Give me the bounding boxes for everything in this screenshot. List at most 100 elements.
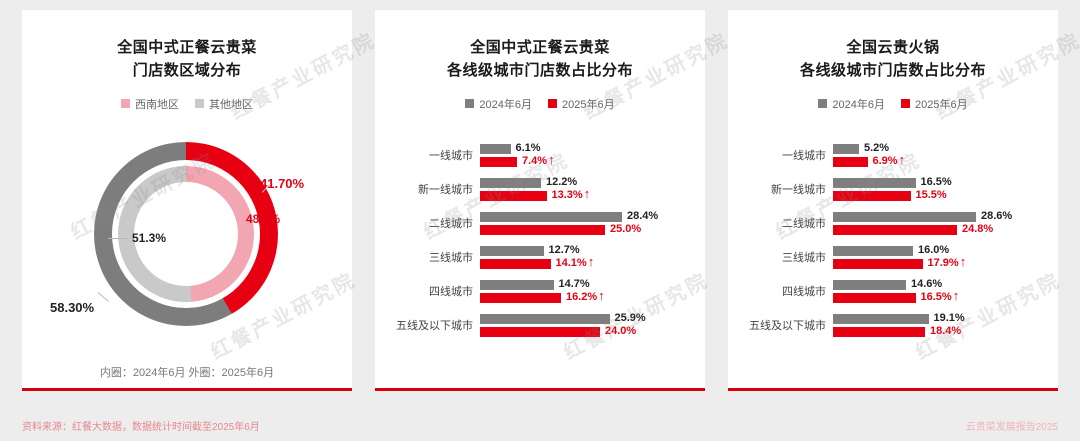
up-arrow-icon: ↑ bbox=[952, 288, 960, 303]
value-2024: 16.5% bbox=[920, 176, 952, 188]
label-outer-other: 58.30% bbox=[50, 299, 95, 315]
bar-2024-line: 16.5% bbox=[833, 176, 1044, 188]
bar-2025-line: 14.1% ↑ bbox=[480, 255, 691, 269]
bar-pair: 25.9% 24.0% bbox=[480, 312, 691, 337]
bar-2024-line: 12.2% bbox=[480, 176, 691, 188]
legend-label: 2024年6月 bbox=[832, 98, 885, 111]
legend-swatch bbox=[195, 99, 204, 108]
donut-hole bbox=[134, 181, 238, 286]
value-2024: 14.6% bbox=[911, 278, 943, 290]
bar-category-row: 三线城市 12.7% 14.1% ↑ bbox=[389, 244, 691, 269]
page-footer: 资料来源：红餐大数据，数据统计时间截至2025年6月 云贵菜发展报告2025 bbox=[22, 418, 1058, 433]
bar-category-row: 二线城市 28.4% 25.0% bbox=[389, 211, 691, 235]
value-2025: 16.5% bbox=[920, 291, 952, 303]
chart-panels: 全国中式正餐云贵菜 门店数区域分布 西南地区 其他地区 bbox=[22, 10, 1058, 391]
panel-title: 全国中式正餐云贵菜 门店数区域分布 bbox=[22, 36, 352, 83]
bar-2024-line: 16.0% bbox=[833, 244, 1044, 256]
category-label: 五线及以下城市 bbox=[749, 320, 826, 332]
bar-2025 bbox=[480, 156, 517, 167]
value-2025: 13.3% bbox=[551, 189, 583, 201]
bar-category-row: 四线城市 14.6% 16.5% ↑ bbox=[742, 278, 1044, 303]
bar-2024 bbox=[480, 279, 554, 290]
legend-swatch bbox=[818, 99, 828, 108]
bar-pair: 14.6% 16.5% ↑ bbox=[833, 278, 1044, 303]
legend-swatch bbox=[465, 99, 475, 108]
bar-2025 bbox=[833, 156, 868, 167]
bar-2025 bbox=[833, 258, 923, 269]
category-label: 新一线城市 bbox=[771, 184, 826, 196]
legend-label: 2024年6月 bbox=[479, 98, 532, 111]
bar-2025-line: 13.3% ↑ bbox=[480, 187, 691, 201]
value-2025: 24.0% bbox=[605, 325, 637, 337]
value-2024: 12.2% bbox=[546, 176, 578, 188]
panel-title-line2: 各线级城市门店数占比分布 bbox=[446, 62, 633, 80]
bar-2025-line: 24.8% bbox=[833, 223, 1044, 235]
panel-title-line1: 全国中式正餐云贵菜 bbox=[117, 39, 257, 56]
bar-pair: 5.2% 6.9% ↑ bbox=[833, 143, 1044, 167]
bar-2025 bbox=[480, 258, 551, 269]
source-note: 资料来源：红餐大数据，数据统计时间截至2025年6月 bbox=[22, 422, 260, 433]
panel-accent-rule bbox=[375, 388, 705, 391]
bar-category-row: 五线及以下城市 25.9% 24.0% bbox=[389, 312, 691, 337]
bar-2025-line: 25.0% bbox=[480, 224, 691, 235]
panel-title: 全国云贵火锅 各线级城市门店数占比分布 bbox=[728, 36, 1058, 83]
category-label: 一线城市 bbox=[782, 150, 826, 162]
panel-title-line1: 全国中式正餐云贵菜 bbox=[470, 39, 610, 56]
bar-category-row: 新一线城市 16.5% 15.5% bbox=[742, 176, 1044, 201]
bar-2025-line: 16.2% ↑ bbox=[480, 289, 691, 303]
legend-item-2025: 2025年6月 bbox=[548, 96, 615, 112]
legend-label: 其他地区 bbox=[209, 98, 253, 111]
up-arrow-icon: ↑ bbox=[959, 254, 967, 269]
category-label: 四线城市 bbox=[429, 286, 473, 298]
bar-2024 bbox=[480, 211, 622, 222]
bar-category-row: 新一线城市 12.2% 13.3% ↑ bbox=[389, 176, 691, 201]
bar-2024 bbox=[480, 177, 541, 188]
value-2025: 6.9% bbox=[872, 155, 898, 167]
category-label: 二线城市 bbox=[782, 218, 826, 230]
category-label: 二线城市 bbox=[429, 218, 473, 230]
bar-category-row: 五线及以下城市 19.1% 18.4% bbox=[742, 313, 1044, 337]
legend: 西南地区 其他地区 bbox=[22, 96, 352, 112]
bar-pair: 14.7% 16.2% ↑ bbox=[480, 279, 691, 303]
bar-2025-line: 17.9% ↑ bbox=[833, 255, 1044, 269]
value-2025: 7.4% bbox=[522, 155, 548, 167]
up-arrow-icon: ↑ bbox=[898, 152, 906, 167]
bar-2024 bbox=[833, 279, 906, 290]
value-2025: 14.1% bbox=[555, 257, 587, 269]
bar-2025 bbox=[833, 190, 911, 201]
legend-label: 西南地区 bbox=[135, 98, 179, 111]
bar-panel-yungui-cuisine: 全国中式正餐云贵菜 各线级城市门店数占比分布 2024年6月 2025年6月 一… bbox=[375, 10, 705, 391]
value-2025: 17.9% bbox=[927, 257, 959, 269]
ring-note: 内圈：2024年6月 外圈：2025年6月 bbox=[99, 366, 275, 379]
panel-title-line2: 门店数区域分布 bbox=[132, 62, 242, 80]
bar-rows: 一线城市 5.2% 6.9% ↑ 新一线城市 16.5% 15.5% 二线城市 28.6% 24.… bbox=[728, 143, 1058, 337]
bar-2024 bbox=[833, 177, 916, 188]
value-2024: 12.7% bbox=[548, 244, 580, 256]
category-label: 新一线城市 bbox=[418, 184, 473, 196]
panel-accent-rule bbox=[22, 388, 352, 391]
legend-swatch bbox=[901, 99, 910, 108]
bar-category-row: 一线城市 5.2% 6.9% ↑ bbox=[742, 143, 1044, 167]
bar-2024 bbox=[833, 143, 859, 154]
panel-title-line1: 全国云贵火锅 bbox=[846, 39, 940, 56]
value-2024: 25.9% bbox=[614, 312, 646, 324]
value-2024: 28.6% bbox=[981, 210, 1013, 222]
value-2025: 18.4% bbox=[930, 325, 962, 337]
value-2024: 6.1% bbox=[515, 142, 541, 154]
label-outer-southwest: 41.70% bbox=[260, 175, 305, 191]
bar-pair: 16.0% 17.9% ↑ bbox=[833, 244, 1044, 269]
bar-pair: 6.1% 7.4% ↑ bbox=[480, 142, 691, 167]
bar-2024 bbox=[833, 313, 929, 324]
bar-pair: 19.1% 18.4% bbox=[833, 313, 1044, 337]
bar-2025 bbox=[480, 224, 605, 235]
bar-2025-line: 24.0% bbox=[480, 325, 691, 337]
bar-2025 bbox=[480, 292, 561, 303]
value-2024: 16.0% bbox=[918, 244, 950, 256]
bar-2024 bbox=[480, 143, 511, 154]
bar-2024 bbox=[833, 245, 913, 256]
bar-category-row: 二线城市 28.6% 24.8% bbox=[742, 210, 1044, 235]
bar-2024-line: 25.9% bbox=[480, 312, 691, 324]
bar-2024-line: 12.7% bbox=[480, 244, 691, 256]
value-2025: 24.8% bbox=[962, 223, 994, 235]
